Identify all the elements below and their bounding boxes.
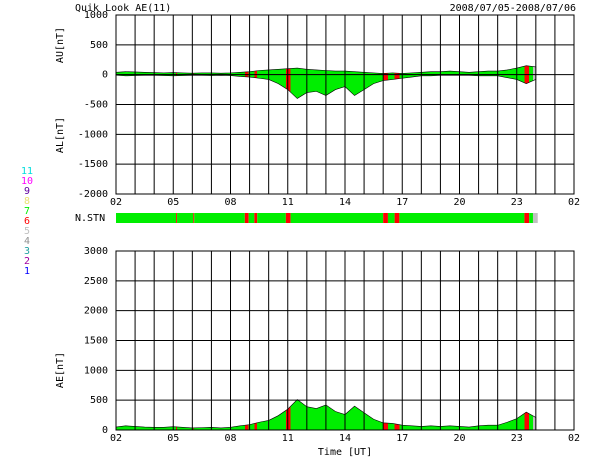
- y-tick-label: 3000: [84, 246, 108, 257]
- station-segment: [529, 213, 533, 223]
- station-segment: [244, 213, 249, 223]
- station-segment: [394, 213, 400, 223]
- x-tick-label: 23: [511, 197, 523, 208]
- y-tick-label: 1500: [84, 336, 108, 347]
- y-tick-label: -1500: [78, 159, 108, 170]
- x-tick-label: 23: [511, 433, 523, 444]
- station-segment: [176, 213, 178, 223]
- x-tick-label: 08: [224, 197, 236, 208]
- legend-entry: 7: [24, 206, 30, 217]
- x-tick-label: 20: [453, 197, 465, 208]
- y-tick-label: 2500: [84, 276, 108, 287]
- y-axis-label: AU[nT]: [55, 27, 66, 63]
- plot-border: [115, 14, 575, 195]
- legend-entry: 8: [24, 196, 30, 207]
- chart-title: Quik Look AE(11): [75, 3, 171, 14]
- station-segment: [290, 213, 384, 223]
- station-segment: [177, 213, 194, 223]
- plot-border: [115, 250, 575, 431]
- y-tick-label: 2000: [84, 306, 108, 317]
- y-tick-label: 0: [102, 70, 108, 81]
- x-tick-label: 05: [167, 197, 179, 208]
- legend-entry: 10: [21, 176, 33, 187]
- x-tick-label: 02: [568, 197, 580, 208]
- x-tick-label: 11: [282, 197, 294, 208]
- y-tick-label: 1000: [84, 10, 108, 21]
- station-label: N.STN: [75, 213, 105, 224]
- y-tick-label: -1000: [78, 129, 108, 140]
- x-tick-label: 02: [110, 433, 122, 444]
- x-tick-label: 14: [339, 197, 351, 208]
- x-tick-label: 20: [453, 433, 465, 444]
- x-axis-label: Time [UT]: [318, 447, 372, 458]
- station-segment: [383, 213, 388, 223]
- y-tick-label: 500: [90, 395, 108, 406]
- y-tick-label: -500: [84, 100, 108, 111]
- station-segment: [193, 213, 195, 223]
- legend-entry: 5: [24, 226, 30, 237]
- legend-entry: 1: [24, 266, 30, 277]
- y-tick-label: -2000: [78, 189, 108, 200]
- x-tick-label: 11: [282, 433, 294, 444]
- x-tick-label: 14: [339, 433, 351, 444]
- y-tick-label: 1000: [84, 365, 108, 376]
- legend-entry: 2: [24, 256, 30, 267]
- legend-entry: 3: [24, 246, 30, 257]
- x-tick-label: 17: [396, 197, 408, 208]
- station-segment: [524, 213, 530, 223]
- station-segment: [257, 213, 286, 223]
- y-tick-label: 0: [102, 425, 108, 436]
- y-tick-label: 500: [90, 40, 108, 51]
- legend-entry: 9: [24, 186, 30, 197]
- station-segment: [194, 213, 245, 223]
- station-segment: [387, 213, 395, 223]
- date-range: 2008/07/05-2008/07/06: [450, 3, 576, 14]
- station-segment: [254, 213, 258, 223]
- legend-entry: 6: [24, 216, 30, 227]
- station-segment: [399, 213, 525, 223]
- legend-entry: 4: [24, 236, 30, 247]
- x-tick-label: 17: [396, 433, 408, 444]
- station-segment: [248, 213, 255, 223]
- y-axis-label: AE[nT]: [55, 352, 66, 388]
- x-tick-label: 02: [568, 433, 580, 444]
- data-area: [115, 65, 537, 75]
- station-segment: [532, 213, 538, 223]
- y-axis-label: AL[nT]: [55, 117, 66, 153]
- station-segment: [285, 213, 291, 223]
- station-segment: [116, 213, 177, 223]
- x-tick-label: 05: [167, 433, 179, 444]
- legend-entry: 11: [21, 166, 33, 177]
- x-tick-label: 02: [110, 197, 122, 208]
- x-tick-label: 08: [224, 433, 236, 444]
